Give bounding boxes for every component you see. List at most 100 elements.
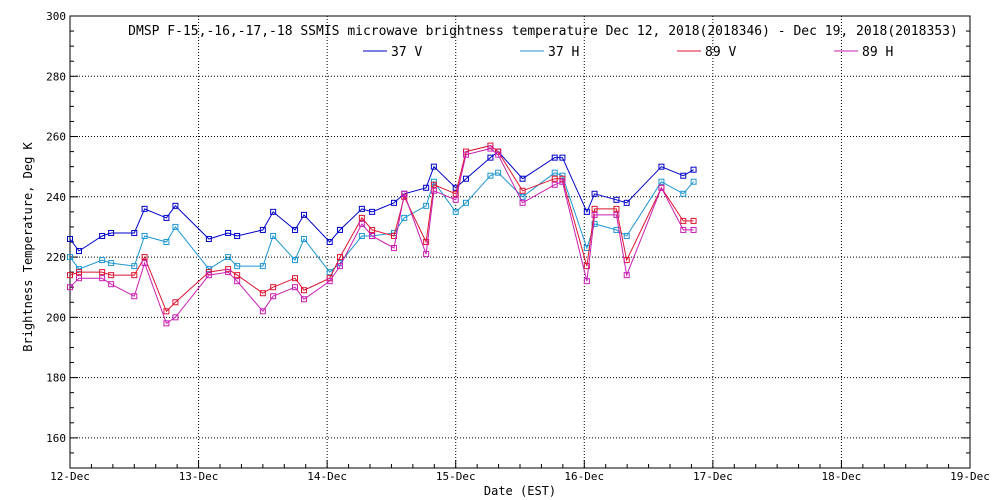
series-line-89-h	[69, 148, 694, 325]
data-point-89-h	[259, 308, 266, 315]
data-point-37-v	[270, 208, 277, 215]
legend-label-89-v: 89 V	[705, 45, 736, 60]
data-point-89-h	[369, 232, 376, 239]
data-point-89-h	[401, 190, 408, 197]
series-line-89-v	[69, 145, 694, 313]
series-line-37-v	[69, 150, 694, 252]
data-point-37-h	[99, 257, 106, 264]
data-point-37-v	[234, 232, 241, 239]
data-point-89-v	[99, 269, 106, 276]
data-point-37-v	[583, 208, 590, 215]
data-point-37-h	[234, 263, 241, 270]
y-axis-label: Brightness Temperature, Deg K	[21, 141, 35, 351]
data-point-89-v	[613, 205, 620, 212]
data-point-37-v	[99, 232, 106, 239]
data-point-37-h	[163, 239, 170, 245]
data-point-89-v	[301, 287, 307, 294]
data-point-89-h	[690, 226, 697, 233]
data-point-89-v	[234, 272, 241, 279]
chart-title: DMSP F-15,-16,-17,-18 SSMIS microwave br…	[128, 24, 958, 39]
data-point-89-h	[680, 226, 687, 233]
tick-labels: 12-Dec 13-Dec 14-Dec 15-Dec 16-Dec 17-Dec 18-D…	[46, 10, 990, 483]
plot-frame	[69, 15, 971, 469]
y-tick-label: 300	[46, 10, 66, 23]
data-point-37-h	[270, 232, 277, 239]
data-point-89-h	[430, 187, 437, 194]
data-series	[67, 142, 697, 327]
data-point-37-h	[680, 190, 687, 197]
data-point-37-v	[369, 208, 376, 215]
data-point-89-h	[292, 284, 298, 291]
data-point-37-h	[301, 235, 307, 242]
data-point-89-h	[551, 181, 558, 188]
data-point-89-h	[613, 211, 620, 218]
data-point-89-v	[172, 299, 179, 306]
data-point-89-h	[76, 275, 82, 282]
data-point-89-h	[172, 314, 179, 321]
data-point-89-h	[337, 263, 343, 270]
data-point-37-v	[108, 229, 115, 236]
y-tick-label: 180	[46, 372, 66, 385]
data-point-37-v	[163, 214, 170, 221]
data-point-37-h	[131, 263, 138, 270]
data-point-37-v	[337, 226, 343, 233]
data-point-89-h	[163, 320, 170, 327]
data-point-37-h	[141, 232, 148, 239]
data-point-37-h	[495, 169, 502, 176]
data-point-89-v	[551, 175, 558, 182]
data-point-37-v	[391, 199, 397, 206]
data-point-89-h	[452, 196, 459, 203]
data-point-89-h	[423, 251, 430, 258]
x-tick-label: 13-Dec	[179, 470, 219, 483]
legend: 37 V 37 H 89 V 89 H	[363, 45, 893, 60]
y-tick-label: 280	[46, 70, 66, 83]
data-point-89-h	[301, 296, 307, 303]
data-point-37-v	[623, 199, 630, 206]
data-point-89-v	[67, 272, 73, 279]
data-point-89-h	[358, 220, 365, 227]
x-tick-label: 12-Dec	[50, 470, 90, 483]
data-point-89-h	[487, 145, 494, 152]
data-point-37-v	[680, 172, 687, 179]
data-point-37-v	[358, 205, 365, 212]
legend-label-89-h: 89 H	[862, 45, 893, 60]
data-point-89-v	[680, 217, 687, 224]
y-tick-label: 160	[46, 432, 66, 445]
data-point-37-h	[358, 232, 365, 239]
data-point-37-v	[423, 184, 430, 191]
data-point-37-h	[108, 260, 115, 267]
data-point-37-h	[591, 220, 598, 227]
data-point-37-v	[67, 235, 73, 242]
data-point-89-v	[131, 272, 138, 279]
data-point-37-v	[519, 175, 526, 182]
data-point-89-v	[270, 284, 277, 291]
data-point-37-h	[225, 254, 232, 261]
data-point-89-h	[205, 272, 212, 279]
data-point-89-v	[690, 217, 697, 224]
x-tick-label: 19-Dec	[950, 470, 990, 483]
x-tick-label: 15-Dec	[436, 470, 476, 483]
data-point-37-h	[690, 178, 697, 185]
data-point-37-v	[613, 196, 620, 203]
data-point-37-h	[463, 199, 469, 206]
data-point-89-h	[225, 269, 232, 276]
data-point-37-h	[452, 208, 459, 215]
data-point-89-v	[487, 142, 494, 149]
data-point-37-v	[658, 163, 665, 170]
data-point-89-h	[131, 293, 138, 300]
data-point-37-h	[623, 232, 630, 239]
data-point-89-h	[463, 151, 469, 158]
data-point-89-v	[76, 269, 82, 276]
data-point-89-h	[67, 284, 73, 291]
data-point-89-h	[591, 211, 598, 218]
data-point-37-v	[326, 239, 333, 245]
data-point-89-v	[292, 275, 298, 282]
data-point-89-v	[369, 226, 376, 233]
data-point-37-v	[76, 248, 82, 255]
y-tick-label: 220	[46, 251, 66, 264]
data-point-89-v	[141, 254, 148, 261]
data-point-89-v	[337, 254, 343, 261]
data-point-89-h	[495, 151, 502, 158]
data-point-89-v	[358, 214, 365, 221]
data-point-89-v	[423, 239, 430, 245]
